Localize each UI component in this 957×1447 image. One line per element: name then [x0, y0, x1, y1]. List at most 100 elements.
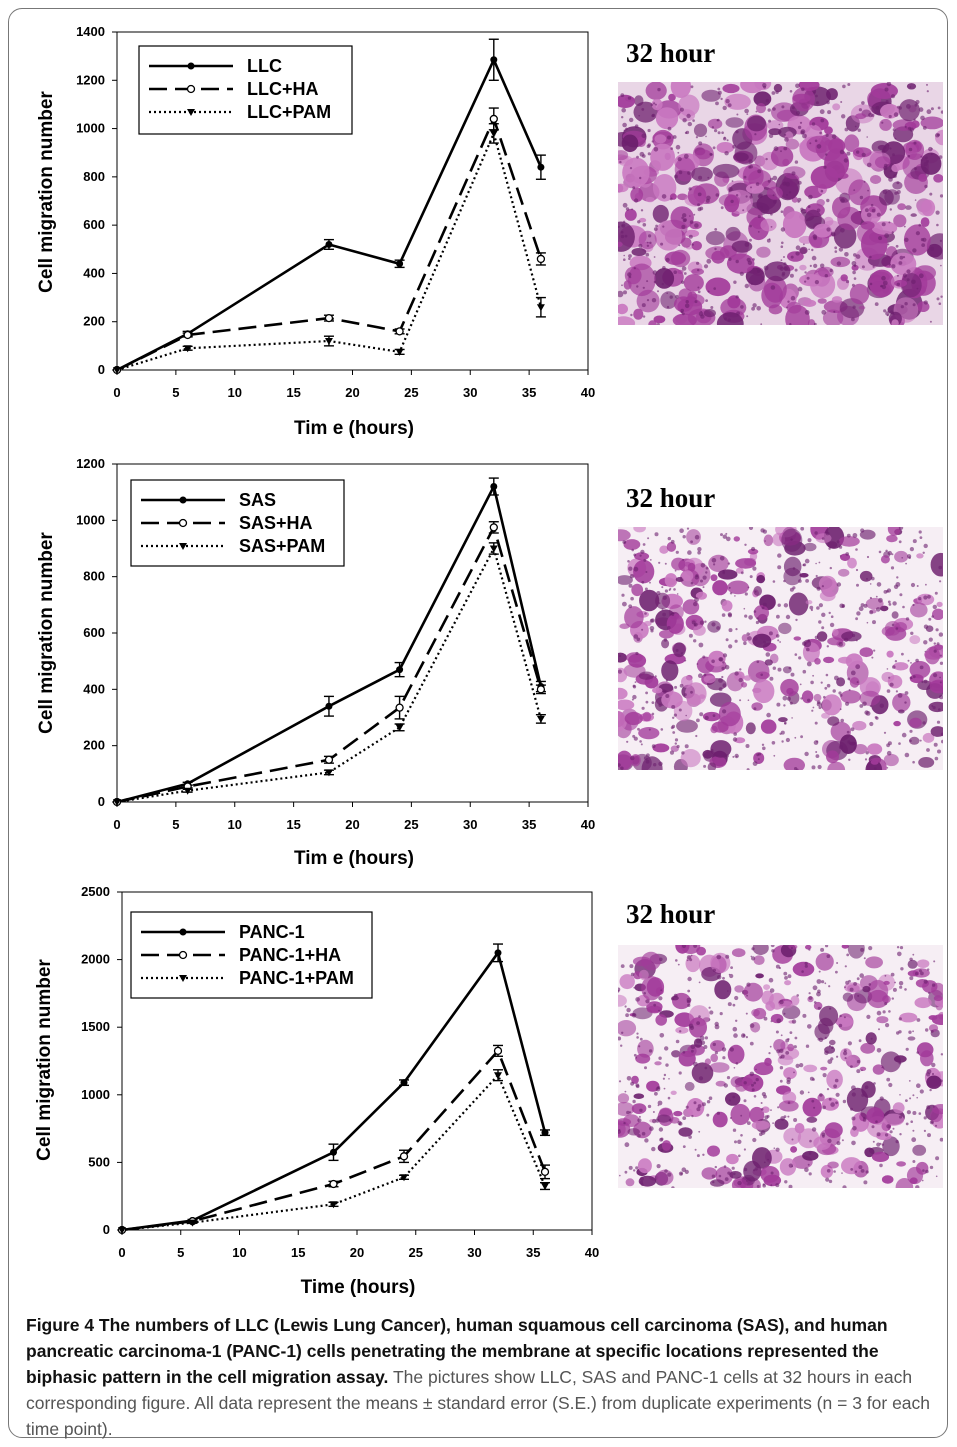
cell-dot: [864, 758, 868, 761]
cell-dot: [912, 1094, 915, 1097]
cell-dot: [883, 309, 887, 313]
data-point: [325, 702, 333, 710]
cell-dot: [747, 699, 750, 701]
cell-dot: [794, 1036, 798, 1040]
cell-dot: [645, 571, 648, 573]
cell-dot: [686, 527, 690, 530]
cell-dot: [732, 755, 735, 758]
cell-dot: [843, 158, 849, 163]
cell-dot: [802, 641, 807, 646]
cell-dot: [734, 595, 736, 597]
cell-dot: [856, 150, 860, 154]
cell-dot: [625, 1013, 629, 1018]
cell-dot: [696, 718, 700, 723]
cell-dot: [658, 1127, 664, 1132]
cell-cluster: [930, 552, 943, 577]
cell-dot: [653, 1003, 657, 1007]
cell-dot: [660, 728, 664, 731]
cell-cluster: [914, 997, 932, 1009]
cell-cluster: [831, 296, 843, 303]
cell-dot: [931, 1072, 935, 1076]
cell-dot: [620, 964, 625, 968]
cell-dot: [641, 133, 647, 139]
cell-dot: [891, 264, 896, 269]
cell-cluster: [881, 671, 895, 683]
cell-cluster: [870, 175, 882, 184]
cell-cluster: [704, 1058, 711, 1065]
cell-dot: [815, 562, 817, 565]
cell-dot: [935, 1175, 938, 1178]
cell-dot: [793, 1071, 795, 1074]
cell-dot: [756, 1184, 760, 1188]
cell-dot: [753, 1095, 757, 1098]
cell-dot: [851, 1116, 856, 1121]
cell-dot: [925, 1169, 929, 1174]
cell-dot: [771, 91, 776, 95]
cell-dot: [734, 671, 739, 676]
cell-dot: [824, 982, 827, 985]
cell-cluster: [661, 660, 679, 681]
cell-dot: [629, 574, 635, 579]
cell-dot: [714, 228, 718, 231]
cell-cluster: [715, 1080, 726, 1087]
cell-dot: [808, 992, 811, 995]
cell-cluster: [675, 577, 684, 582]
cell-dot: [693, 623, 697, 627]
cell-cluster: [818, 575, 837, 592]
cell-dot: [698, 1015, 701, 1018]
cell-cluster: [780, 678, 799, 697]
cell-dot: [735, 194, 739, 197]
cell-dot: [754, 1167, 758, 1171]
cell-dot: [656, 323, 660, 325]
cell-cluster: [836, 677, 846, 687]
cell-dot: [691, 620, 696, 625]
cell-dot: [903, 225, 906, 228]
cell-dot: [889, 170, 893, 173]
cell-dot: [737, 1139, 742, 1144]
cell-dot: [816, 208, 821, 213]
cell-dot: [620, 230, 624, 234]
cell-dot: [696, 663, 699, 665]
cell-dot: [900, 305, 904, 309]
data-point: [489, 114, 498, 124]
cell-dot: [665, 1063, 669, 1067]
cell-dot: [859, 704, 864, 708]
cell-cluster: [909, 635, 921, 645]
cell-dot: [770, 212, 773, 216]
cell-dot: [697, 286, 700, 289]
cell-dot: [749, 1041, 754, 1046]
cell-dot: [642, 315, 646, 318]
cell-dot: [734, 639, 738, 643]
cell-dot: [767, 179, 771, 183]
cell-dot: [787, 1115, 790, 1118]
cell-cluster: [752, 633, 772, 648]
cell-dot: [768, 1052, 771, 1055]
cell-dot: [722, 661, 725, 664]
cell-dot: [881, 1066, 883, 1069]
cell-dot: [907, 554, 912, 559]
data-point: [536, 685, 546, 694]
cell-dot: [720, 97, 723, 101]
cell-cluster: [630, 187, 644, 203]
cell-cluster: [876, 1016, 889, 1024]
cell-cluster: [814, 658, 821, 665]
cell-dot: [804, 751, 809, 757]
cell-dot: [921, 243, 926, 248]
cell-dot: [858, 606, 864, 612]
cell-dot: [919, 739, 922, 742]
cell-dot: [655, 224, 658, 228]
cell-cluster: [696, 946, 706, 956]
cell-dot: [646, 244, 650, 247]
cell-dot: [861, 265, 865, 269]
micrograph-llc: [618, 82, 943, 325]
cell-dot: [866, 212, 872, 218]
cell-dot: [786, 696, 791, 701]
cell-dot: [852, 305, 856, 309]
cell-dot: [746, 1180, 748, 1182]
cell-dot: [812, 985, 818, 991]
cell-dot: [681, 751, 685, 755]
cell-cluster: [892, 1102, 905, 1114]
cell-dot: [888, 603, 892, 606]
cell-dot: [931, 1062, 936, 1068]
cell-dot: [841, 114, 846, 119]
